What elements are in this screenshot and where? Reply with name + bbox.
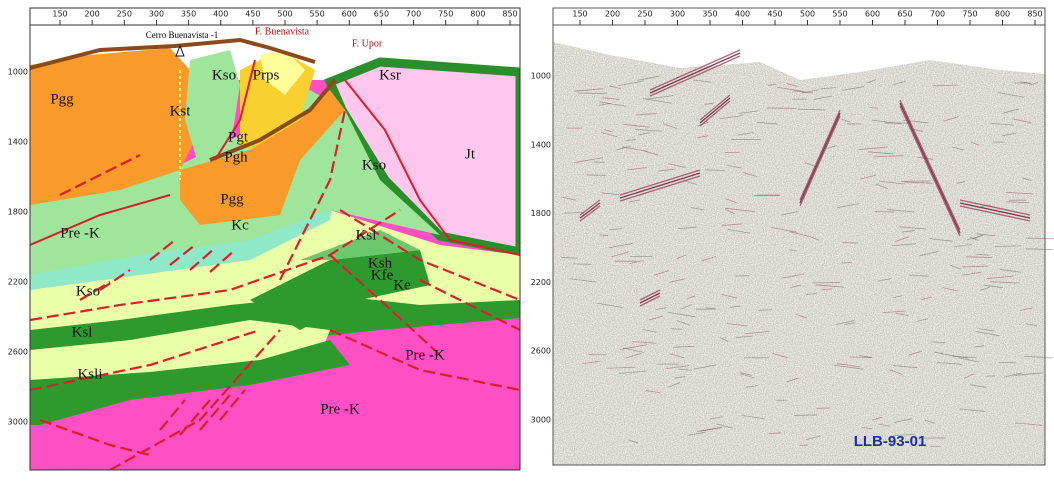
depth-tick-label: 1000 (531, 72, 551, 81)
unit-label: Kfe (371, 267, 394, 283)
depth-tick-label: 1400 (531, 140, 551, 149)
unit-label: Pre -K (60, 225, 100, 241)
seismic-section (553, 25, 1054, 465)
unit-label: Pgh (224, 149, 248, 165)
unit-label: Kso (212, 67, 236, 83)
depth-tick-label: 3000 (8, 418, 28, 427)
unit-label: Pre -K (320, 401, 360, 417)
top-tick-label: 200 (605, 10, 620, 19)
unit-label: Ksli (77, 366, 102, 382)
depth-tick-label: 2600 (8, 348, 28, 357)
top-tick-label: 550 (832, 10, 847, 19)
unit-label: Pgg (50, 91, 74, 107)
depth-tick-label: 1800 (8, 208, 28, 217)
unit-label: Ksl (72, 324, 93, 340)
depth-tick-label: 3000 (531, 416, 551, 425)
top-tick-label: 300 (149, 10, 164, 19)
top-tick-label: 500 (277, 10, 292, 19)
top-tick-label: 150 (572, 10, 587, 19)
top-tick-label: 750 (962, 10, 977, 19)
top-tick-label: 450 (245, 10, 260, 19)
top-tick-label: 350 (181, 10, 196, 19)
unit-label: Prps (253, 67, 280, 83)
depth-tick-label: 2200 (531, 278, 551, 287)
top-tick-label: 550 (310, 10, 325, 19)
cross-section (30, 25, 520, 470)
depth-tick-label: 2600 (531, 347, 551, 356)
unit-label: Pgt (228, 129, 249, 145)
unit-label: Pre -K (405, 347, 445, 363)
top-tick-label: 150 (52, 10, 67, 19)
figure: Cerro Buenavista -1 F. Buenavista F. Upo… (0, 0, 1054, 477)
top-tick-label: 700 (406, 10, 421, 19)
reflector (767, 108, 796, 109)
top-tick-label: 850 (502, 10, 517, 19)
top-tick-label: 650 (897, 10, 912, 19)
reflector (875, 211, 894, 212)
line-name: LLB-93-01 (854, 433, 927, 450)
depth-tick-label: 1800 (531, 209, 551, 218)
top-tick-label: 600 (865, 10, 880, 19)
top-tick-label: 700 (930, 10, 945, 19)
reflector (758, 310, 772, 311)
top-tick-label: 450 (767, 10, 782, 19)
unit-label: Pgg (220, 191, 244, 207)
top-tick-label: 350 (702, 10, 717, 19)
well-label: Cerro Buenavista -1 (146, 30, 218, 40)
unit-label: Ke (393, 277, 411, 293)
fault-label: F. Buenavista (255, 26, 310, 37)
depth-tick-label: 1400 (8, 138, 28, 147)
top-tick-label: 200 (85, 10, 100, 19)
depth-tick-label: 2200 (8, 278, 28, 287)
top-tick-label: 300 (670, 10, 685, 19)
unit-label: Kso (362, 157, 386, 173)
fault-label: F. Upor (352, 38, 383, 49)
top-tick-label: 250 (637, 10, 652, 19)
depth-tick-label: 1000 (8, 68, 28, 77)
top-tick-label: 800 (470, 10, 485, 19)
unit-label: Jt (465, 146, 476, 162)
top-tick-label: 400 (213, 10, 228, 19)
unit-label: Kc (231, 217, 249, 233)
top-tick-label: 650 (374, 10, 389, 19)
top-tick-label: 250 (117, 10, 132, 19)
top-tick-label: 750 (438, 10, 453, 19)
top-tick-label: 600 (342, 10, 357, 19)
top-tick-label: 800 (995, 10, 1010, 19)
top-tick-label: 400 (735, 10, 750, 19)
top-tick-label: 500 (800, 10, 815, 19)
top-tick-label: 850 (1027, 10, 1042, 19)
unit-label: Ksr (379, 67, 401, 83)
unit-label: Kst (170, 103, 192, 119)
unit-label: Kso (76, 283, 100, 299)
reflector (588, 354, 606, 355)
unit-label: Ksl (356, 227, 377, 243)
